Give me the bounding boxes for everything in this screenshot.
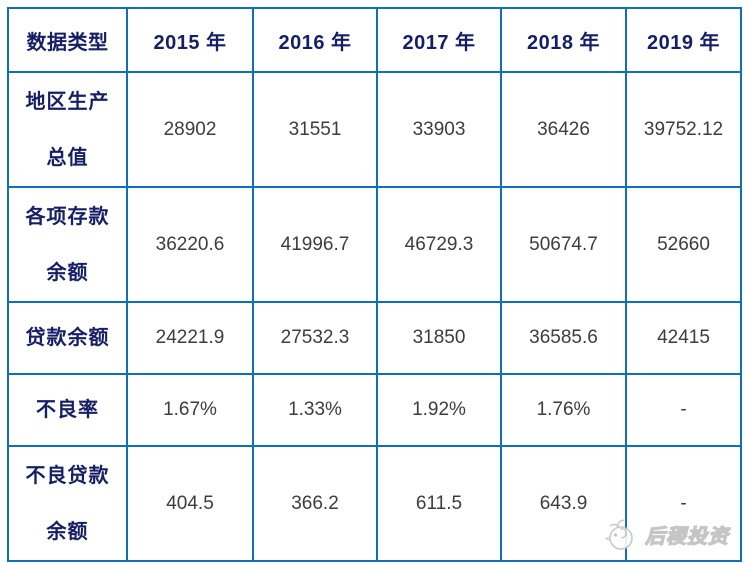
cell-loans-2016: 27532.3 — [252, 301, 378, 375]
cell-npl-ratio-2018: 1.76% — [500, 373, 627, 447]
row-label-loans: 贷款余额 — [7, 301, 128, 375]
cell-deposits-2019: 52660 — [625, 186, 742, 303]
header-2016: 2016 年 — [252, 7, 378, 73]
row-label-gdp: 地区生产 总值 — [7, 71, 128, 188]
row-label-deposits: 各项存款 余额 — [7, 186, 128, 303]
cell-deposits-2015: 36220.6 — [126, 186, 254, 303]
data-table: 数据类型 2015 年 2016 年 2017 年 2018 年 2019 年 … — [7, 7, 742, 562]
header-2018: 2018 年 — [500, 7, 627, 73]
cell-deposits-2016: 41996.7 — [252, 186, 378, 303]
cell-loans-2018: 36585.6 — [500, 301, 627, 375]
table-row-loans: 贷款余额 24221.9 27532.3 31850 36585.6 42415 — [7, 301, 742, 375]
cell-npl-balance-2019: - — [625, 445, 742, 562]
cell-npl-balance-2018: 643.9 — [500, 445, 627, 562]
cell-npl-balance-2016: 366.2 — [252, 445, 378, 562]
header-2019: 2019 年 — [625, 7, 742, 73]
cell-gdp-2015: 28902 — [126, 71, 254, 188]
header-2015: 2015 年 — [126, 7, 254, 73]
cell-gdp-2017: 33903 — [376, 71, 502, 188]
cell-loans-2019: 42415 — [625, 301, 742, 375]
table-row-deposits: 各项存款 余额 36220.6 41996.7 46729.3 50674.7 … — [7, 186, 742, 303]
cell-npl-balance-2017: 611.5 — [376, 445, 502, 562]
header-data-type: 数据类型 — [7, 7, 128, 73]
row-label-npl-balance: 不良贷款 余额 — [7, 445, 128, 562]
cell-loans-2015: 24221.9 — [126, 301, 254, 375]
row-label-npl-ratio: 不良率 — [7, 373, 128, 447]
cell-loans-2017: 31850 — [376, 301, 502, 375]
header-2017: 2017 年 — [376, 7, 502, 73]
cell-gdp-2019: 39752.12 — [625, 71, 742, 188]
cell-deposits-2017: 46729.3 — [376, 186, 502, 303]
table-row-gdp: 地区生产 总值 28902 31551 33903 36426 39752.12 — [7, 71, 742, 188]
cell-gdp-2016: 31551 — [252, 71, 378, 188]
financial-data-table: 数据类型 2015 年 2016 年 2017 年 2018 年 2019 年 … — [7, 7, 742, 562]
cell-npl-ratio-2019: - — [625, 373, 742, 447]
cell-npl-ratio-2016: 1.33% — [252, 373, 378, 447]
cell-deposits-2018: 50674.7 — [500, 186, 627, 303]
cell-gdp-2018: 36426 — [500, 71, 627, 188]
table-header-row: 数据类型 2015 年 2016 年 2017 年 2018 年 2019 年 — [7, 7, 742, 73]
cell-npl-balance-2015: 404.5 — [126, 445, 254, 562]
cell-npl-ratio-2015: 1.67% — [126, 373, 254, 447]
table-row-npl-ratio: 不良率 1.67% 1.33% 1.92% 1.76% - — [7, 373, 742, 447]
cell-npl-ratio-2017: 1.92% — [376, 373, 502, 447]
table-row-npl-balance: 不良贷款 余额 404.5 366.2 611.5 643.9 - — [7, 445, 742, 562]
